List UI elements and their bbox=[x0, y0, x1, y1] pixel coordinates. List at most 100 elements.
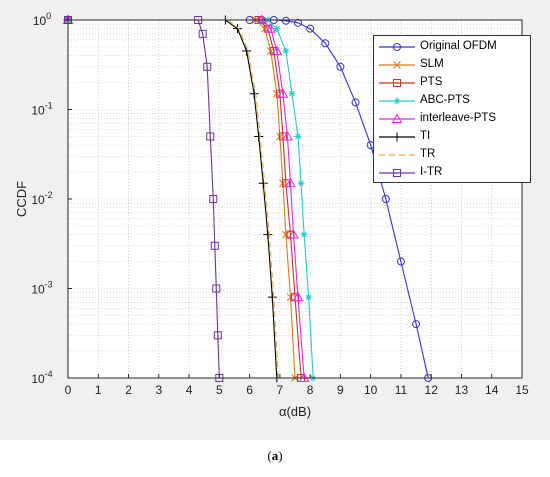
circle-marker bbox=[294, 18, 303, 27]
legend-label: ABC-PTS bbox=[420, 94, 470, 106]
legend-item: ABC-PTS bbox=[374, 92, 530, 110]
y-tick-label: 10-3 bbox=[31, 280, 52, 297]
circle-marker bbox=[351, 98, 360, 107]
figure-caption: (a) bbox=[0, 448, 550, 464]
triangle-marker bbox=[277, 88, 289, 98]
square-marker bbox=[203, 62, 212, 71]
star-marker bbox=[305, 293, 313, 301]
square-marker bbox=[393, 169, 401, 177]
triangle-marker bbox=[282, 130, 293, 141]
square-marker bbox=[213, 331, 222, 340]
x-tick-label: 8 bbox=[307, 383, 314, 397]
x-tick-label: 13 bbox=[455, 383, 469, 397]
legend-item: TI bbox=[374, 128, 530, 146]
legend-swatch bbox=[379, 97, 415, 105]
legend-label: SLM bbox=[420, 58, 444, 70]
series-line bbox=[68, 19, 302, 379]
x-tick-label: 1 bbox=[95, 383, 102, 397]
plus-marker bbox=[232, 24, 242, 34]
x-marker bbox=[282, 230, 290, 239]
x-tick-label: 2 bbox=[125, 383, 132, 397]
star-marker bbox=[297, 179, 305, 187]
y-tick-label: 10-4 bbox=[31, 369, 52, 386]
x-tick-label: 14 bbox=[485, 383, 499, 397]
x-tick-label: 3 bbox=[155, 383, 162, 397]
star-marker bbox=[288, 90, 296, 98]
circle-marker bbox=[381, 195, 390, 203]
circle-marker bbox=[412, 320, 421, 329]
plus-marker bbox=[258, 178, 268, 188]
x-axis-label: α(dB) bbox=[279, 404, 311, 419]
plus-marker bbox=[263, 230, 273, 240]
plus-marker bbox=[249, 89, 259, 99]
legend-swatch bbox=[379, 154, 415, 156]
x-tick-label: 4 bbox=[186, 383, 193, 397]
legend-item: PTS bbox=[374, 74, 530, 92]
circle-marker bbox=[321, 39, 330, 48]
circle-marker bbox=[336, 62, 345, 71]
x-marker bbox=[286, 293, 295, 302]
series-line bbox=[68, 19, 296, 379]
square-marker bbox=[206, 132, 215, 141]
triangle-marker bbox=[271, 45, 283, 56]
series-6 bbox=[68, 19, 279, 379]
legend-swatch bbox=[379, 79, 415, 87]
legend-swatch bbox=[379, 113, 415, 123]
series-line bbox=[68, 19, 305, 379]
x-tick-label: 11 bbox=[395, 383, 408, 397]
plus-marker bbox=[392, 132, 402, 142]
triangle-marker bbox=[391, 113, 403, 123]
x-tick-label: 10 bbox=[364, 383, 378, 397]
series-line bbox=[68, 19, 314, 379]
legend-label: interleave-PTS bbox=[420, 112, 497, 124]
x-tick-label: 12 bbox=[425, 383, 439, 397]
star-marker bbox=[282, 47, 290, 55]
caption-close: ) bbox=[278, 448, 283, 463]
circle-marker bbox=[281, 16, 290, 25]
legend-label: PTS bbox=[420, 76, 443, 88]
square-marker bbox=[210, 241, 219, 250]
triangle-marker bbox=[265, 23, 277, 33]
star-marker bbox=[294, 132, 302, 140]
plus-marker bbox=[254, 131, 264, 141]
figure-window: 0 1 2 3 4 5 6 7 8 9 10 11 12 13 14 15 100 10-1 10-2 10-3 10… bbox=[0, 0, 550, 440]
triangle-marker bbox=[285, 177, 296, 188]
y-tick-label: 10-1 bbox=[31, 101, 52, 118]
legend-swatch bbox=[379, 43, 415, 51]
x-marker bbox=[393, 61, 401, 69]
legend: Original OFDM SLM PTS ABC-PTS interleave-PTS… bbox=[373, 35, 531, 183]
legend-item: Original OFDM bbox=[374, 38, 530, 56]
square-marker bbox=[198, 29, 207, 38]
legend-label: TR bbox=[420, 148, 436, 160]
legend-swatch bbox=[379, 132, 415, 142]
y-tick-label: 10-2 bbox=[31, 190, 52, 207]
square-marker bbox=[209, 195, 218, 203]
circle-marker bbox=[396, 257, 405, 266]
legend-item: SLM bbox=[374, 56, 530, 74]
series-layer bbox=[62, 14, 433, 383]
star-marker bbox=[300, 231, 308, 239]
legend-label: I-TR bbox=[420, 166, 443, 178]
x-tick-label: 0 bbox=[65, 383, 72, 397]
x-tick-label: 15 bbox=[515, 383, 529, 397]
legend-label: TI bbox=[420, 130, 431, 142]
circle-marker bbox=[306, 24, 315, 33]
triangle-marker bbox=[288, 229, 299, 239]
circle-marker bbox=[393, 43, 401, 51]
x-tick-label: 6 bbox=[246, 383, 253, 397]
series-line bbox=[68, 19, 278, 379]
legend-item: I-TR bbox=[374, 164, 530, 182]
plus-marker bbox=[267, 292, 277, 302]
x-axis-ticks: 0 1 2 3 4 5 6 7 8 9 10 11 12 13 14 15 bbox=[65, 374, 529, 397]
star-marker bbox=[393, 97, 401, 105]
square-marker bbox=[393, 79, 401, 87]
triangle-marker bbox=[292, 291, 304, 302]
x-tick-label: 9 bbox=[337, 383, 344, 397]
series-line bbox=[68, 19, 220, 379]
legend-swatch bbox=[379, 169, 415, 177]
y-axis-label: CCDF bbox=[14, 181, 29, 217]
caption-label: a bbox=[271, 448, 279, 463]
star-marker bbox=[273, 25, 281, 33]
caption-open: ( bbox=[267, 448, 272, 463]
legend-item: interleave-PTS bbox=[374, 110, 530, 128]
